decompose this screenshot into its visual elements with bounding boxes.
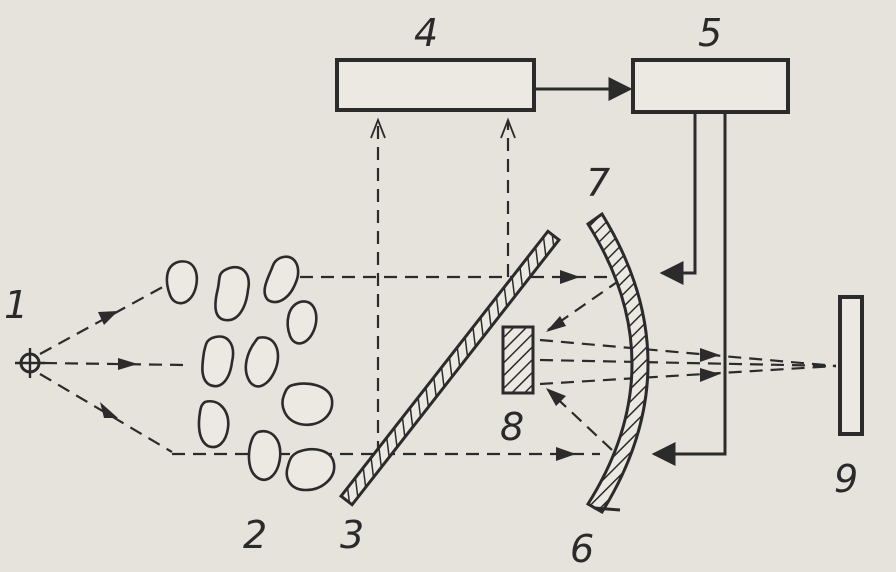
ray-middle-arrow (118, 358, 138, 370)
ray-8-to-9-b (539, 364, 837, 386)
label-7: 7 (586, 161, 610, 205)
scatterers (165, 255, 336, 492)
beam-bottom-arrow (556, 447, 576, 461)
label-4: 4 (414, 11, 438, 55)
label-8: 8 (500, 405, 524, 449)
label-1: 1 (4, 283, 28, 327)
screen-9 (838, 295, 864, 436)
control-line-to-mirror-6 (651, 112, 727, 466)
block-4 (335, 58, 536, 112)
reflection-lower-arrow (546, 388, 566, 406)
ray-upper-arrow (98, 311, 118, 325)
block-5 (631, 58, 790, 114)
ray-8-to-9-c (539, 358, 837, 368)
ray-8-to-9-arrow-a (700, 348, 720, 362)
beam-splitter (338, 229, 562, 507)
control-line-to-mirror-7 (659, 112, 697, 285)
label-3: 3 (340, 513, 364, 557)
ray-8-to-9-arrow-b (700, 368, 720, 382)
concave-mirror (585, 211, 650, 515)
reflection-upper-arrow (546, 316, 566, 332)
element-8 (501, 325, 535, 395)
ray-8-to-9-a (539, 338, 837, 368)
label-5: 5 (698, 11, 722, 55)
arrow-up-right (500, 117, 516, 139)
ray-lower (39, 373, 173, 453)
ray-lower-arrow (100, 402, 118, 418)
mirror-6-edge (593, 506, 621, 512)
ray-middle (43, 361, 186, 367)
arrow-up-left (370, 117, 386, 139)
beam-top-arrow (560, 270, 580, 284)
light-source (15, 348, 45, 378)
label-6: 6 (570, 527, 594, 571)
label-2: 2 (243, 513, 267, 557)
label-9: 9 (834, 457, 858, 501)
